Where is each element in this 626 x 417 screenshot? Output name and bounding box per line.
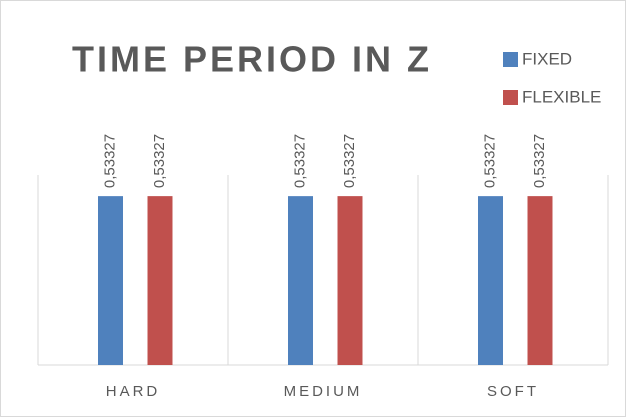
x-tick-label: HARD [106, 383, 161, 400]
value-label: 0,53327 [481, 134, 498, 188]
value-label: 0,53327 [531, 134, 548, 188]
value-label: 0,53327 [291, 134, 308, 188]
legend-swatch [503, 52, 518, 67]
value-label: 0,53327 [101, 134, 118, 188]
x-tick-label: SOFT [487, 383, 539, 400]
value-label: 0,53327 [341, 134, 358, 188]
bar [147, 196, 173, 365]
bar [98, 196, 123, 365]
value-label: 0,53327 [151, 134, 168, 188]
bar [288, 196, 313, 365]
legend-label: FIXED [522, 49, 572, 68]
chart-title: TIME PERIOD IN Z [72, 39, 432, 80]
x-tick-label: MEDIUM [284, 383, 363, 400]
legend-label: FLEXIBLE [522, 87, 601, 106]
bar [478, 196, 503, 365]
bar [527, 196, 553, 365]
legend-swatch [503, 90, 518, 105]
bar [337, 196, 363, 365]
